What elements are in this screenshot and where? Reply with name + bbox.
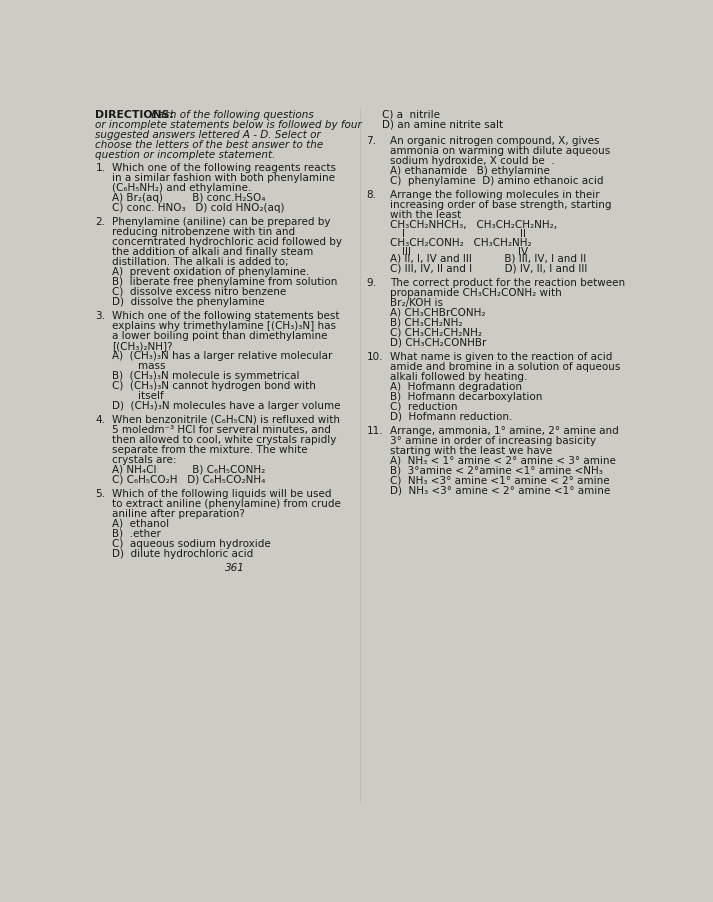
Text: (C₆H₅NH₂) and ethylamine.: (C₆H₅NH₂) and ethylamine. xyxy=(113,183,252,193)
Text: 5.: 5. xyxy=(96,489,106,499)
Text: A) NH₄Cl           B) C₆H₅CONH₂: A) NH₄Cl B) C₆H₅CONH₂ xyxy=(113,465,266,474)
Text: 2.: 2. xyxy=(96,216,106,226)
Text: The correct product for the reaction between: The correct product for the reaction bet… xyxy=(390,278,625,288)
Text: sodium hydroxide, X could be  .: sodium hydroxide, X could be . xyxy=(390,156,555,166)
Text: D)  dissolve the phenylamine: D) dissolve the phenylamine xyxy=(113,297,265,307)
Text: alkali followed by heating.: alkali followed by heating. xyxy=(390,372,527,382)
Text: CH₃CH₂CONH₂   CH₃CH₂NH₂: CH₃CH₂CONH₂ CH₃CH₂NH₂ xyxy=(390,238,531,248)
Text: What name is given to the reaction of acid: What name is given to the reaction of ac… xyxy=(390,352,612,362)
Text: to extract aniline (phenylamine) from crude: to extract aniline (phenylamine) from cr… xyxy=(113,499,342,509)
Text: An organic nitrogen compound, X, gives: An organic nitrogen compound, X, gives xyxy=(390,136,600,146)
Text: Phenylamine (aniline) can be prepared by: Phenylamine (aniline) can be prepared by xyxy=(113,216,331,226)
Text: III: III xyxy=(402,247,411,257)
Text: C)  aqueous sodium hydroxide: C) aqueous sodium hydroxide xyxy=(113,538,271,548)
Text: IV: IV xyxy=(518,247,528,257)
Text: C) CH₃CH₂CH₂NH₂: C) CH₃CH₂CH₂NH₂ xyxy=(390,327,482,338)
Text: 3.: 3. xyxy=(96,311,106,321)
Text: B)  3°amine < 2°amine <1° amine <NH₃: B) 3°amine < 2°amine <1° amine <NH₃ xyxy=(390,465,602,475)
Text: A)  (CH₃)₃N has a larger relative molecular: A) (CH₃)₃N has a larger relative molecul… xyxy=(113,351,333,361)
Text: 5 moledm⁻³ HCl for serveral minutes, and: 5 moledm⁻³ HCl for serveral minutes, and xyxy=(113,425,332,435)
Text: 7.: 7. xyxy=(366,136,376,146)
Text: CH₃CH₂NHCH₃,   CH₃CH₂CH₂NH₂,: CH₃CH₂NHCH₃, CH₃CH₂CH₂NH₂, xyxy=(390,220,557,230)
Text: starting with the least we have: starting with the least we have xyxy=(390,446,552,456)
Text: Each of the following questions: Each of the following questions xyxy=(148,110,314,120)
Text: B)  (CH₃)₃N molecule is symmetrical: B) (CH₃)₃N molecule is symmetrical xyxy=(113,371,300,381)
Text: amide and bromine in a solution of aqueous: amide and bromine in a solution of aqueo… xyxy=(390,362,620,372)
Text: reducing nitrobenzene with tin and: reducing nitrobenzene with tin and xyxy=(113,226,295,237)
Text: suggested answers lettered A - D. Select or: suggested answers lettered A - D. Select… xyxy=(96,130,321,140)
Text: Br₂/KOH is: Br₂/KOH is xyxy=(390,298,443,308)
Text: increasing order of base strength, starting: increasing order of base strength, start… xyxy=(390,200,611,210)
Text: B) CH₃CH₂NH₂: B) CH₃CH₂NH₂ xyxy=(390,318,462,327)
Text: crystals are:: crystals are: xyxy=(113,455,177,465)
Text: choose the letters of the best answer to the: choose the letters of the best answer to… xyxy=(96,140,324,150)
Text: D)  Hofmann reduction.: D) Hofmann reduction. xyxy=(390,412,512,422)
Text: C)  phenylamine  D) amino ethanoic acid: C) phenylamine D) amino ethanoic acid xyxy=(390,176,603,186)
Text: C)  NH₃ <3° amine <1° amine < 2° amine: C) NH₃ <3° amine <1° amine < 2° amine xyxy=(390,475,610,485)
Text: C)  dissolve excess nitro benzene: C) dissolve excess nitro benzene xyxy=(113,287,287,297)
Text: D) an amine nitrite salt: D) an amine nitrite salt xyxy=(382,120,503,130)
Text: B)  .ether: B) .ether xyxy=(113,529,161,538)
Text: distillation. The alkali is added to;: distillation. The alkali is added to; xyxy=(113,257,289,267)
Text: B)  Hofmann decarboxylation: B) Hofmann decarboxylation xyxy=(390,391,542,401)
Text: Which one of the following reagents reacts: Which one of the following reagents reac… xyxy=(113,163,337,173)
Text: A)  ethanol: A) ethanol xyxy=(113,519,170,529)
Text: A)  prevent oxidation of phenylamine.: A) prevent oxidation of phenylamine. xyxy=(113,267,309,277)
Text: D)  NH₃ <3° amine < 2° amine <1° amine: D) NH₃ <3° amine < 2° amine <1° amine xyxy=(390,485,610,496)
Text: I: I xyxy=(402,229,405,239)
Text: D) CH₃CH₂CONHBr: D) CH₃CH₂CONHBr xyxy=(390,338,486,348)
Text: 10.: 10. xyxy=(366,352,383,362)
Text: D)  dilute hydrochloric acid: D) dilute hydrochloric acid xyxy=(113,548,254,558)
Text: A)  Hofmann degradation: A) Hofmann degradation xyxy=(390,382,522,391)
Text: mass: mass xyxy=(113,361,166,371)
Text: C)  reduction: C) reduction xyxy=(390,401,457,412)
Text: A) Br₂(aq)         B) conc.H₂SO₄: A) Br₂(aq) B) conc.H₂SO₄ xyxy=(113,193,266,203)
Text: 1.: 1. xyxy=(96,163,106,173)
Text: propanamide CH₃CH₂CONH₂ with: propanamide CH₃CH₂CONH₂ with xyxy=(390,288,562,298)
Text: A) II, I, IV and III          B) III, IV, I and II: A) II, I, IV and III B) III, IV, I and I… xyxy=(390,254,586,264)
Text: 4.: 4. xyxy=(96,415,106,425)
Text: itself: itself xyxy=(113,391,164,400)
Text: A)  NH₃ < 1° amine < 2° amine < 3° amine: A) NH₃ < 1° amine < 2° amine < 3° amine xyxy=(390,456,616,465)
Text: II: II xyxy=(520,229,526,239)
Text: 361: 361 xyxy=(225,564,245,574)
Text: 11.: 11. xyxy=(366,426,383,436)
Text: 8.: 8. xyxy=(366,189,376,200)
Text: B)  liberate free phenylamine from solution: B) liberate free phenylamine from soluti… xyxy=(113,277,338,287)
Text: aniline after preparation?: aniline after preparation? xyxy=(113,509,245,519)
Text: C) III, IV, II and I          D) IV, II, I and III: C) III, IV, II and I D) IV, II, I and II… xyxy=(390,264,588,274)
Text: C)  (CH₃)₃N cannot hydrogen bond with: C) (CH₃)₃N cannot hydrogen bond with xyxy=(113,381,317,391)
Text: C) C₆H₅CO₂H   D) C₆H₅CO₂NH₄: C) C₆H₅CO₂H D) C₆H₅CO₂NH₄ xyxy=(113,474,266,484)
Text: Which one of the following statements best: Which one of the following statements be… xyxy=(113,311,340,321)
Text: 9.: 9. xyxy=(366,278,376,288)
Text: explains why trimethylamine [(CH₃)₃N] has: explains why trimethylamine [(CH₃)₃N] ha… xyxy=(113,321,337,331)
Text: A) ethanamide   B) ethylamine: A) ethanamide B) ethylamine xyxy=(390,166,550,176)
Text: with the least: with the least xyxy=(390,210,461,220)
Text: the addition of alkali and finally steam: the addition of alkali and finally steam xyxy=(113,247,314,257)
Text: When benzonitrile (C₆H₅CN) is refluxed with: When benzonitrile (C₆H₅CN) is refluxed w… xyxy=(113,415,340,425)
Text: ammonia on warming with dilute aqueous: ammonia on warming with dilute aqueous xyxy=(390,146,610,156)
Text: Arrange the following molecules in their: Arrange the following molecules in their xyxy=(390,189,600,200)
Text: concerntrated hydrochloric acid followed by: concerntrated hydrochloric acid followed… xyxy=(113,237,342,247)
Text: C) a  nitrile: C) a nitrile xyxy=(382,110,440,120)
Text: C) conc. HNO₃   D) cold HNO₂(aq): C) conc. HNO₃ D) cold HNO₂(aq) xyxy=(113,203,285,213)
Text: question or incomplete statement.: question or incomplete statement. xyxy=(96,150,276,160)
Text: 3° amine in order of increasing basicity: 3° amine in order of increasing basicity xyxy=(390,436,596,446)
Text: DIRECTIONS:: DIRECTIONS: xyxy=(96,110,174,120)
Text: Which of the following liquids will be used: Which of the following liquids will be u… xyxy=(113,489,332,499)
Text: A) CH₃CHBrCONH₂: A) CH₃CHBrCONH₂ xyxy=(390,308,486,318)
Text: then allowed to cool, white crystals rapidly: then allowed to cool, white crystals rap… xyxy=(113,435,337,445)
Text: or incomplete statements below is followed by four: or incomplete statements below is follow… xyxy=(96,120,362,130)
Text: Arrange, ammonia, 1° amine, 2° amine and: Arrange, ammonia, 1° amine, 2° amine and xyxy=(390,426,619,436)
Text: [(CH₃)₂NH]?: [(CH₃)₂NH]? xyxy=(113,341,173,351)
Text: in a similar fashion with both phenylamine: in a similar fashion with both phenylami… xyxy=(113,173,335,183)
Text: separate from the mixture. The white: separate from the mixture. The white xyxy=(113,445,308,455)
Text: a lower boiling point than dimethylamine: a lower boiling point than dimethylamine xyxy=(113,331,328,341)
Text: D)  (CH₃)₃N molecules have a larger volume: D) (CH₃)₃N molecules have a larger volum… xyxy=(113,400,341,410)
